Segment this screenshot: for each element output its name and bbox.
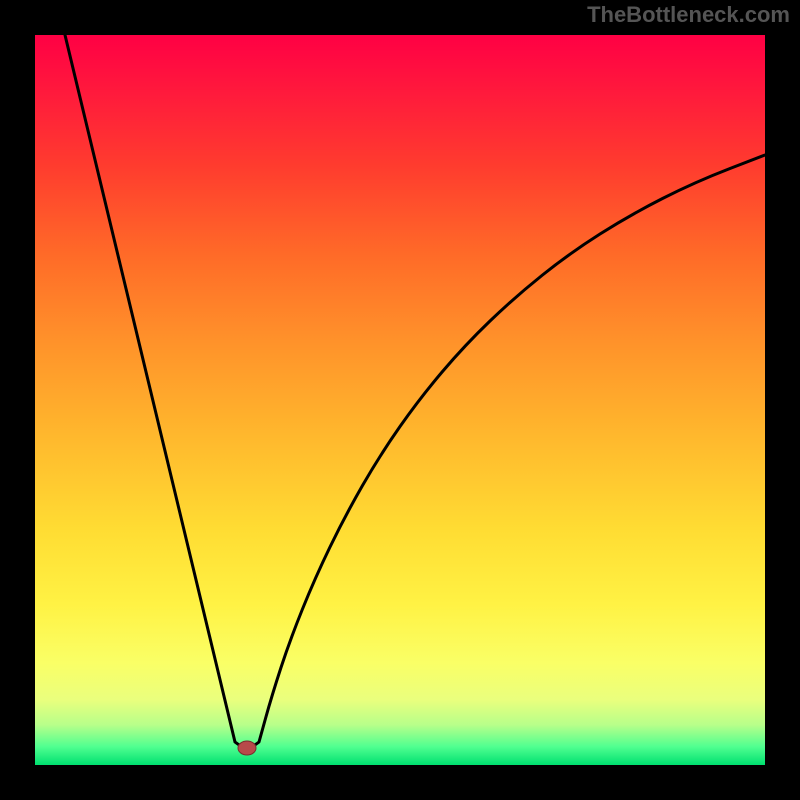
bottleneck-chart <box>0 0 800 800</box>
watermark-text: TheBottleneck.com <box>587 2 790 28</box>
optimal-point-marker <box>238 741 256 755</box>
plot-background <box>35 35 765 765</box>
